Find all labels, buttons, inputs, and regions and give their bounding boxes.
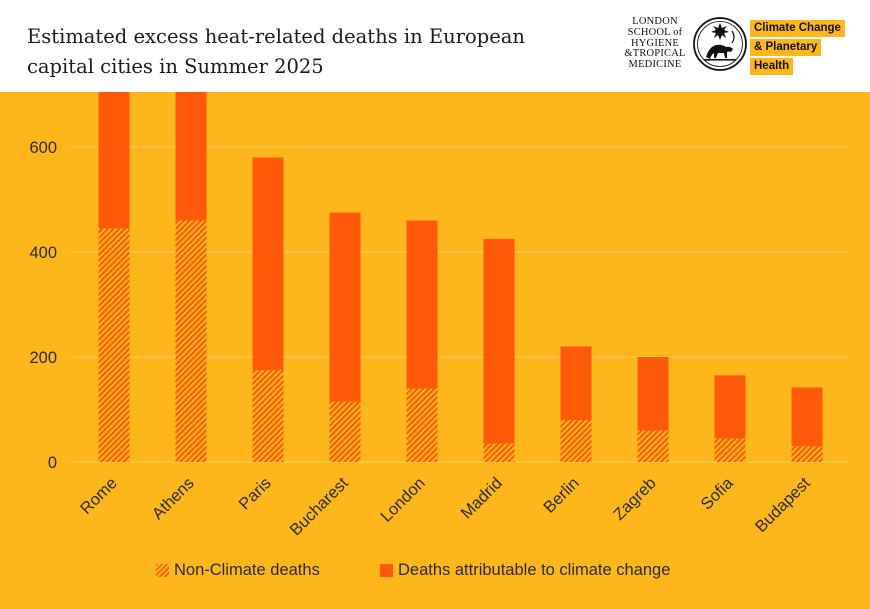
logo-line-4: &TROPICAL	[624, 48, 686, 60]
legend-label-climate: Deaths attributable to climate change	[398, 561, 671, 579]
x-category-label: Zagreb	[610, 474, 660, 524]
lshtm-logo: LONDON SCHOOL of HYGIENE &TROPICAL MEDIC…	[610, 15, 850, 77]
logo-line-2: SCHOOL of	[627, 26, 683, 38]
bar-climate	[329, 212, 361, 402]
bar-non-climate	[637, 430, 669, 462]
chart-legend: Non-Climate deaths Deaths attributable t…	[0, 560, 870, 582]
x-category-label: Budapest	[752, 474, 814, 536]
x-category-label: Sofia	[698, 474, 738, 514]
x-category-label: Madrid	[457, 474, 505, 522]
legend-swatch-non-climate	[156, 564, 169, 577]
x-category-label: Paris	[236, 474, 275, 513]
bar-climate	[98, 92, 130, 229]
bar-climate	[560, 346, 592, 420]
y-tick-label: 0	[48, 454, 57, 472]
bar-non-climate	[252, 370, 284, 462]
climate-planetary-health-badge: Climate Change & Planetary Health	[750, 18, 850, 75]
bar-non-climate	[329, 401, 361, 462]
stacked-bar-chart: 020040060080010001200RomeAthensParisBuch…	[29, 92, 848, 540]
bar-climate	[406, 220, 438, 389]
lshtm-wordmark: LONDON SCHOOL of HYGIENE &TROPICAL MEDIC…	[619, 16, 691, 71]
logo-line-5: MEDICINE	[628, 59, 682, 71]
logo-line-3: HYGIENE	[630, 37, 680, 49]
y-tick-label: 200	[29, 349, 57, 367]
header: Estimated excess heat-related deaths in …	[0, 0, 870, 92]
bar-climate	[791, 387, 823, 447]
bar-non-climate	[791, 446, 823, 462]
bar-climate	[637, 357, 669, 431]
bar-non-climate	[406, 388, 438, 462]
bar-climate	[252, 157, 284, 371]
legend-swatch-climate	[380, 564, 393, 577]
bar-climate	[483, 238, 515, 444]
x-category-label: Athens	[149, 474, 198, 523]
bar-non-climate	[483, 443, 515, 462]
title-line-1: Estimated excess heat-related deaths in …	[27, 25, 525, 48]
badge-line-2: & Planetary	[750, 39, 822, 56]
bar-non-climate	[560, 420, 592, 462]
lshtm-crest-icon	[693, 17, 747, 71]
x-category-label: London	[377, 474, 429, 526]
x-category-label: Berlin	[540, 474, 583, 517]
title-line-2: capital cities in Summer 2025	[27, 55, 324, 78]
badge-line-3: Health	[750, 58, 794, 75]
x-category-label: Rome	[77, 474, 121, 518]
x-category-label: Bucharest	[287, 474, 353, 540]
badge-line-1: Climate Change	[750, 20, 845, 37]
y-tick-label: 400	[29, 244, 57, 262]
bar-non-climate	[98, 228, 130, 462]
logo-line-1: LONDON	[632, 16, 678, 27]
bar-non-climate	[175, 220, 207, 462]
bar-climate	[714, 375, 746, 439]
y-tick-label: 600	[29, 139, 57, 157]
legend-label-non-climate: Non-Climate deaths	[174, 561, 320, 579]
chart-title: Estimated excess heat-related deaths in …	[27, 22, 587, 82]
bar-climate	[175, 92, 207, 221]
bar-non-climate	[714, 438, 746, 462]
